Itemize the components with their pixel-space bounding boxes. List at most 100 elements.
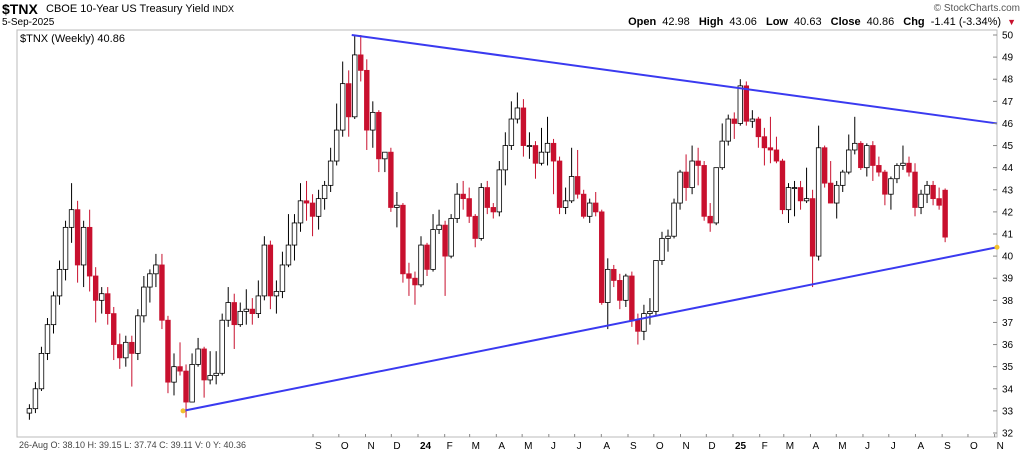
candle-body [261, 244, 268, 297]
x-tick-label: 24 [420, 441, 432, 451]
x-tick-label: O [970, 441, 978, 451]
trendline-anchor-marker[interactable] [180, 408, 186, 414]
x-tick-label: S [630, 441, 637, 451]
candle-body [412, 277, 418, 286]
candle-body [918, 193, 924, 208]
x-tick-label: N [683, 441, 690, 451]
candle [183, 364, 189, 418]
candle-body [189, 364, 195, 403]
y-tick-label: 35 [1002, 362, 1014, 373]
candle-body [731, 118, 737, 124]
candle [346, 70, 352, 137]
candle [894, 163, 900, 184]
candle-body [267, 244, 274, 297]
candle-body [629, 275, 635, 321]
candle-body [514, 107, 521, 120]
candle-body [538, 151, 545, 164]
candle [827, 161, 834, 204]
candle-body [86, 226, 93, 277]
candle-body [315, 198, 322, 217]
candle [189, 353, 195, 403]
candle-body [635, 319, 641, 332]
candle [358, 35, 364, 82]
candle-body [827, 182, 834, 204]
brand-label[interactable]: © StockCharts.com [933, 3, 1020, 14]
down-triangle-icon: ▼ [1007, 17, 1016, 27]
candle-body [352, 54, 358, 118]
candle [195, 337, 201, 367]
candle [424, 242, 430, 277]
candle [665, 229, 671, 252]
candle-body [496, 169, 503, 213]
candle [141, 276, 147, 323]
candle-body [273, 291, 280, 297]
candle-body [906, 162, 912, 173]
candle-body [593, 202, 599, 213]
candle-body [141, 286, 147, 317]
candle [442, 220, 448, 296]
symbol-label[interactable]: $TNX [2, 1, 38, 17]
candle-body [454, 193, 460, 219]
candle [165, 315, 171, 394]
candle-body [50, 295, 57, 326]
chg-value: -1.41 (-3.34%) [930, 16, 1002, 28]
candle-body [647, 310, 653, 314]
candle [550, 138, 557, 195]
candle-body [719, 140, 725, 169]
candle [56, 260, 63, 305]
candle [556, 156, 563, 215]
y-tick-label: 48 [1002, 75, 1014, 86]
y-tick-label: 32 [1002, 429, 1014, 440]
candle-body [912, 171, 918, 208]
candle [32, 382, 39, 414]
trendline-anchor-marker[interactable] [994, 244, 1000, 250]
chart-header: $TNX CBOE 10-Year US Treasury Yield INDX… [0, 0, 1024, 30]
x-tick-label: M [786, 441, 794, 451]
candle-body [424, 244, 430, 270]
candle [713, 167, 719, 226]
x-tick-label: M [524, 441, 532, 451]
candle-body [574, 176, 581, 195]
candle-body [92, 275, 99, 301]
candle-body [936, 198, 942, 206]
candle [767, 116, 774, 164]
low-label: Low [765, 16, 788, 28]
candle [936, 187, 942, 210]
x-tick-label: S [315, 441, 322, 451]
candle [508, 101, 515, 150]
candle [647, 298, 653, 325]
candle [249, 298, 256, 325]
candle-body [38, 352, 45, 390]
candle [237, 302, 243, 327]
chart-date: 5-Sep-2025 [2, 17, 55, 28]
candle-body [942, 189, 948, 238]
candle [526, 132, 533, 159]
candle-body [767, 147, 774, 151]
trendline[interactable] [182, 246, 998, 412]
candle [918, 189, 924, 215]
candle-body [821, 147, 828, 184]
candle [135, 309, 141, 361]
candle [376, 110, 382, 173]
candle-body [207, 375, 213, 381]
y-tick-label: 43 [1002, 185, 1014, 196]
trendline[interactable] [351, 34, 998, 125]
candle-body [376, 111, 382, 160]
chart-legend: $TNX (Weekly) 40.86 [20, 33, 125, 45]
candle [689, 145, 695, 195]
candle [888, 176, 894, 210]
y-tick-label: 38 [1002, 296, 1014, 307]
candle-body [466, 198, 472, 217]
candles-group [26, 35, 948, 420]
candle-body [580, 193, 587, 217]
candle-body [165, 319, 171, 383]
candle-body [225, 302, 231, 321]
candle-body [815, 147, 822, 257]
candle-body [749, 118, 756, 122]
candle-body [833, 184, 840, 204]
candle [562, 187, 569, 215]
description-text: CBOE 10-Year US Treasury Yield [46, 3, 210, 15]
candle [44, 318, 51, 361]
candle-body [659, 238, 665, 261]
